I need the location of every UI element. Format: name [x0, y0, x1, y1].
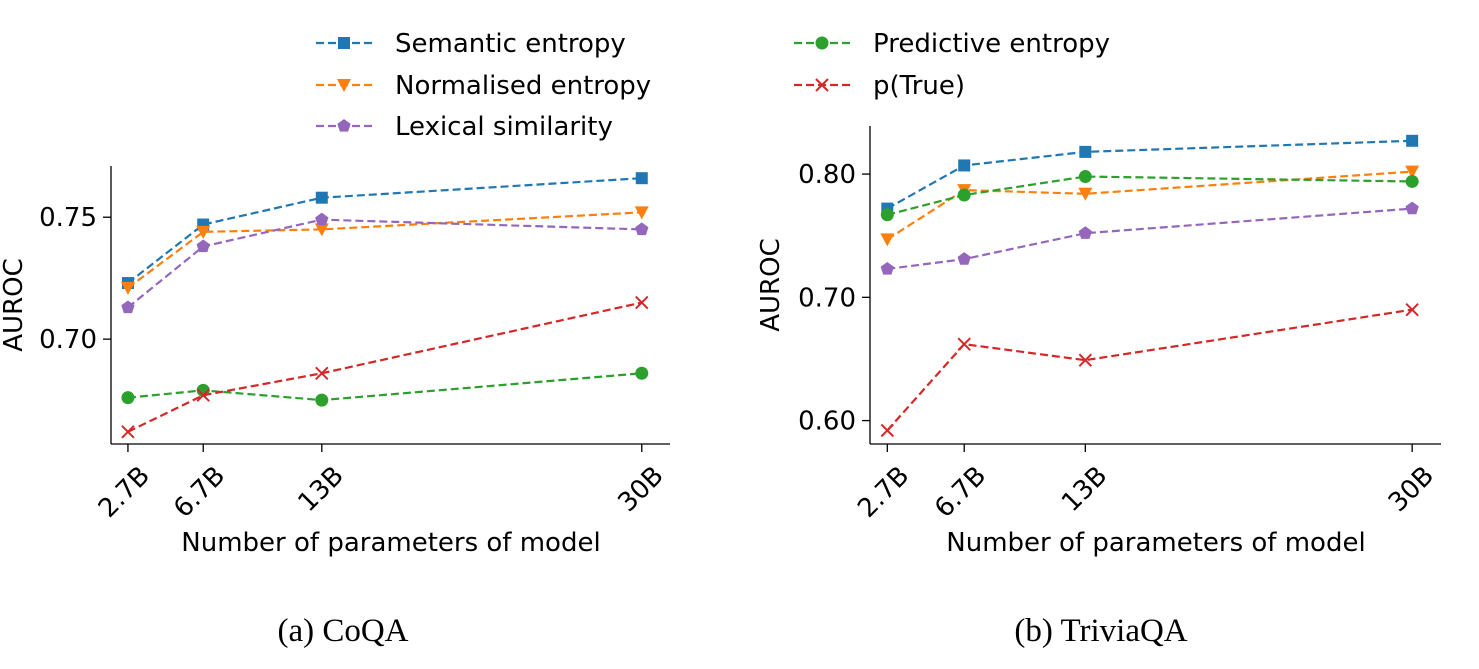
data-point [1079, 145, 1092, 158]
legend-label: Normalised entropy [395, 71, 651, 101]
legend-label: p(True) [873, 71, 965, 101]
x-tick-label: 6.7B [929, 461, 992, 524]
chart-panel-triviaqa: 0.60 0.70 0.80 2.7B 6.7B 13B 30B AUROC Number of… [756, 126, 1441, 649]
data-point [880, 423, 895, 438]
panel-caption: (a) CoQA [277, 613, 408, 649]
data-point [635, 295, 649, 310]
series-line [127, 211, 642, 289]
data-point [635, 222, 649, 236]
data-point [315, 393, 329, 407]
series-line [886, 308, 1413, 432]
legend-item-predictive-entropy: Predictive entropy [794, 29, 1110, 59]
series-p-true [121, 295, 649, 439]
series-line [887, 175, 1413, 216]
x-axis-label: Number of parameters of model [181, 528, 600, 558]
series-normalised-entropy [880, 165, 1420, 247]
legend-marker [815, 36, 829, 50]
series-line [127, 301, 643, 433]
data-point [1405, 302, 1419, 317]
series-line [886, 170, 1413, 241]
data-point [957, 188, 971, 202]
data-point [958, 159, 971, 172]
data-point [1406, 134, 1419, 147]
data-point [880, 208, 894, 222]
data-point [635, 172, 648, 185]
legend-marker [338, 37, 350, 49]
data-point [1405, 174, 1419, 188]
x-tick-label: 30B [1383, 461, 1440, 518]
legend-item-lexical-similarity: Lexical similarity [316, 112, 613, 142]
x-tick-label: 13B [293, 461, 350, 518]
data-point [196, 225, 211, 239]
series-predictive-entropy [121, 366, 649, 407]
x-axis-label: Number of parameters of model [946, 528, 1365, 558]
data-point [120, 281, 135, 295]
x-tick-label: 13B [1056, 461, 1113, 518]
data-point [957, 252, 971, 265]
data-point [315, 191, 328, 204]
legend-marker [815, 78, 829, 92]
data-point [314, 223, 329, 237]
data-point [1078, 353, 1093, 367]
data-point [1078, 226, 1092, 239]
data-point [634, 206, 649, 220]
legend-label: Predictive entropy [873, 29, 1110, 59]
series-predictive-entropy [880, 170, 1419, 222]
legend-marker [337, 119, 351, 132]
y-axis-label: AUROC [0, 258, 29, 352]
x-tick-label: 6.7B [168, 461, 231, 524]
data-point [196, 388, 210, 402]
series-line [127, 177, 642, 284]
data-point [957, 337, 971, 351]
data-point [1405, 165, 1420, 179]
data-point [196, 239, 210, 253]
x-tick-label: 2.7B [93, 461, 156, 524]
data-point [635, 366, 649, 380]
series-line [887, 207, 1413, 271]
data-point [1078, 187, 1093, 201]
series-lexical-similarity [121, 212, 649, 314]
legend-item-normalised-entropy: Normalised entropy [316, 71, 651, 101]
data-point [1405, 201, 1419, 215]
data-point [121, 425, 135, 439]
series-p-true [880, 302, 1419, 438]
y-tick-label: 0.70 [798, 283, 856, 313]
legend-label: Semantic entropy [395, 29, 626, 59]
data-point [880, 261, 894, 275]
legend-marker [337, 79, 351, 92]
series-line [127, 372, 642, 402]
y-tick-label: 0.80 [798, 160, 856, 190]
data-point [315, 212, 329, 226]
y-tick-label: 0.75 [39, 203, 97, 233]
series-lexical-similarity [880, 201, 1419, 275]
data-point [121, 300, 135, 314]
data-point [121, 391, 135, 405]
y-axis-label: AUROC [756, 238, 786, 332]
legend-item-p-true: p(True) [794, 71, 965, 101]
series-semantic-entropy [881, 134, 1419, 215]
legend-item-semantic-entropy: Semantic entropy [316, 29, 626, 59]
series-normalised-entropy [120, 206, 649, 295]
data-point [315, 366, 329, 380]
chart-panel-coqa: 0.70 0.75 2.7B 6.7B 13B 30B AUROC Number of par… [0, 166, 670, 649]
data-point [880, 233, 895, 247]
x-tick-label: 30B [613, 461, 670, 518]
y-tick-label: 0.60 [798, 407, 856, 437]
y-tick-label: 0.70 [39, 325, 97, 355]
legend-label: Lexical similarity [395, 112, 613, 142]
panel-caption: (b) TriviaQA [1014, 613, 1187, 649]
data-point [1078, 170, 1092, 184]
legend: Semantic entropy Normalised entropy Lexica… [316, 29, 1110, 142]
x-tick-label: 2.7B [852, 461, 915, 524]
series-line [886, 139, 1413, 210]
series-line [127, 218, 642, 309]
